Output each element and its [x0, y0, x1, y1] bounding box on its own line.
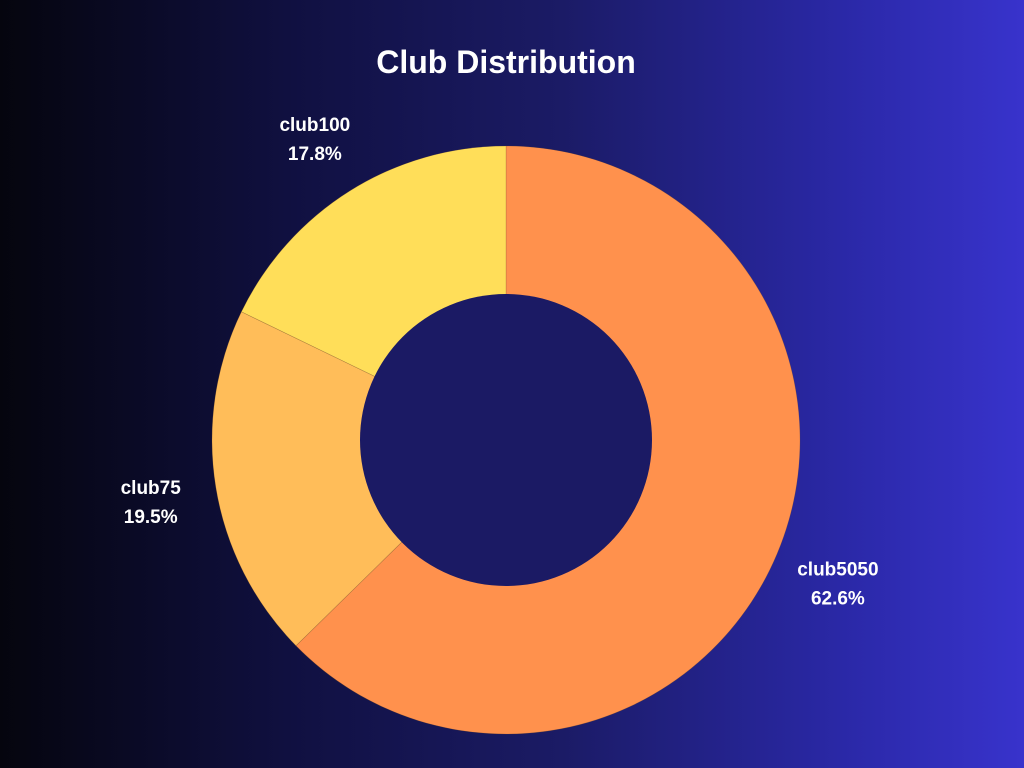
slice-name: club100: [279, 115, 350, 136]
slice-percent: 62.6%: [811, 588, 865, 609]
slice-name: club75: [121, 478, 182, 499]
labels-layer: club5050 62.6% club75 19.5% club100 17.8%: [121, 115, 879, 610]
slice-label-club100: club100 17.8%: [279, 115, 350, 165]
slice-club75: [211, 311, 507, 647]
slice-percent: 17.8%: [288, 144, 342, 165]
slice-label-club5050: club5050 62.6%: [797, 559, 878, 609]
slice-label-club75: club75 19.5%: [121, 478, 182, 528]
donut-hole: [360, 294, 652, 586]
slice-name: club5050: [797, 559, 878, 580]
slice-percent: 19.5%: [124, 507, 178, 528]
chart-title: Club Distribution: [376, 44, 636, 80]
